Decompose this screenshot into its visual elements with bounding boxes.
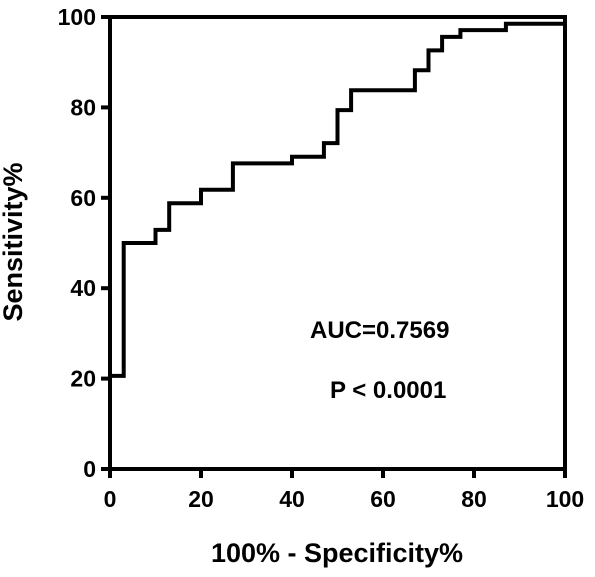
x-tick-label: 20 xyxy=(188,486,214,512)
x-tick-label: 80 xyxy=(461,486,487,512)
y-tick-label: 80 xyxy=(70,94,96,120)
y-tick-label: 60 xyxy=(70,185,96,211)
x-tick-label: 40 xyxy=(279,486,305,512)
x-tick-label: 60 xyxy=(370,486,396,512)
y-tick-label: 100 xyxy=(58,4,96,30)
auc-annotation: AUC=0.7569 xyxy=(310,317,449,344)
roc-curve-line xyxy=(108,21,565,469)
y-tick-label: 0 xyxy=(83,456,96,482)
plot-frame xyxy=(108,15,567,471)
x-tick-label: 0 xyxy=(104,486,117,512)
x-axis-title: 100% - Specificity% xyxy=(211,538,463,568)
y-tick-label: 40 xyxy=(70,275,96,301)
series-layer xyxy=(108,21,565,469)
x-tick-label: 100 xyxy=(546,486,584,512)
y-axis-title: Sensitivity% xyxy=(0,162,28,321)
y-tick-label: 20 xyxy=(70,366,96,392)
axes: 0 20 40 60 80 100 0 20 40 60 80 100 xyxy=(58,4,585,512)
p-value-annotation: P < 0.0001 xyxy=(330,377,446,404)
